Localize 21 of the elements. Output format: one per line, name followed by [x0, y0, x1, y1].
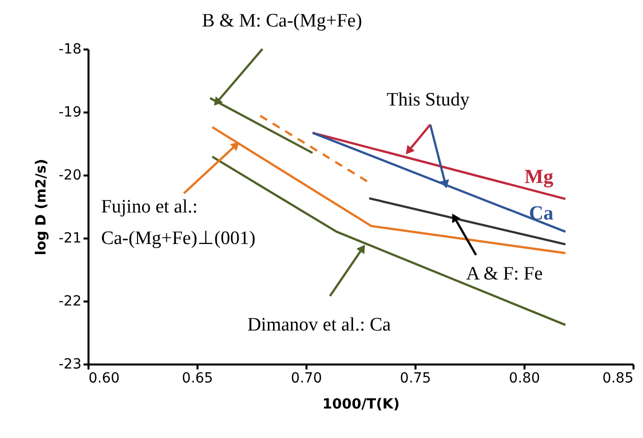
y-tick-label: -22: [58, 294, 82, 310]
x-tick-label: 0.70: [290, 370, 322, 386]
annotation: Fujino et al.: Ca-(Mg+Fe)⊥(001): [101, 196, 256, 249]
annotation: A & F: Fe: [466, 263, 543, 284]
x-tick-label: 0.75: [400, 370, 432, 386]
annotation: This Study: [386, 89, 470, 110]
annotation: B & M: Ca-(Mg+Fe): [202, 10, 362, 32]
y-tick-label: -20: [58, 168, 82, 184]
x-tick-label: 0.85: [602, 370, 634, 386]
y-tick-label: -19: [58, 104, 82, 120]
y-tick-label: -21: [58, 230, 82, 246]
x-tick-label: 0.80: [508, 370, 540, 386]
series-label: Mg: [524, 166, 554, 188]
series-label: Ca: [528, 202, 554, 225]
y-axis-title: log D (m2/s): [34, 158, 50, 256]
y-tick-label: -18: [58, 42, 82, 58]
x-axis-title: 1000/T(K): [322, 396, 400, 412]
y-tick-label: -23: [58, 356, 82, 372]
x-tick-label: 0.60: [88, 370, 120, 386]
annotation: Dimanov et al.: Ca: [247, 314, 392, 336]
x-tick-label: 0.65: [182, 370, 214, 386]
